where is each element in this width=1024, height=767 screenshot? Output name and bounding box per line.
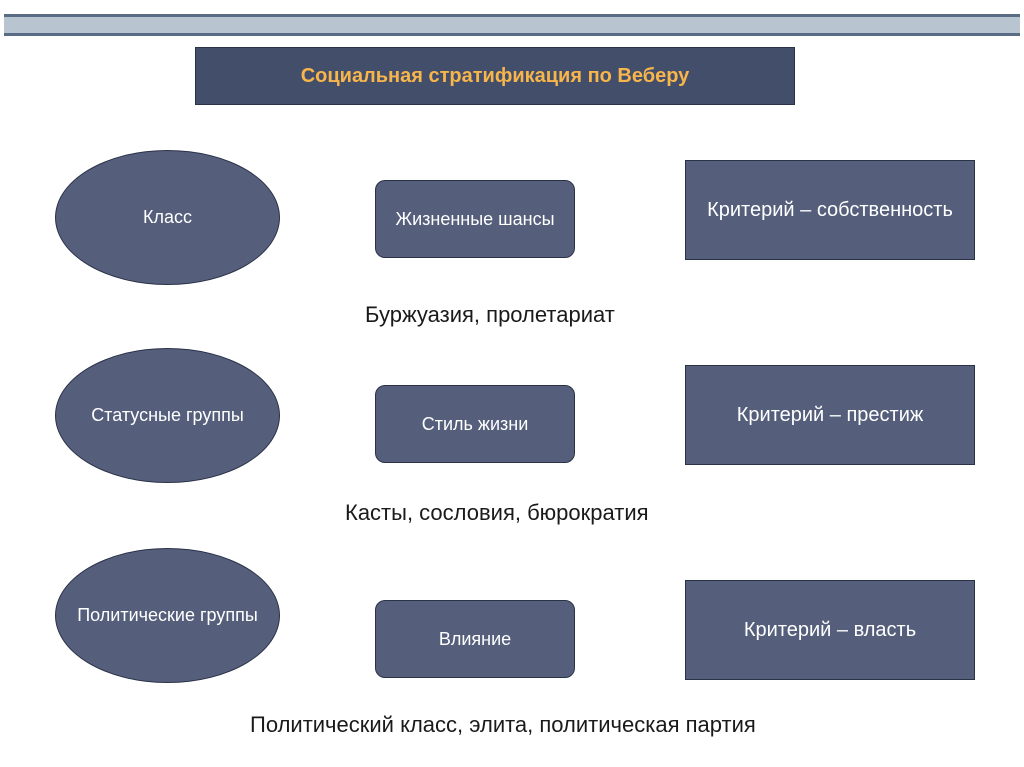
roundrect-label: Влияние bbox=[439, 629, 511, 650]
roundrect-label: Жизненные шансы bbox=[395, 209, 554, 230]
ellipse-label: Статусные группы bbox=[91, 405, 244, 426]
roundrect-influence: Влияние bbox=[375, 600, 575, 678]
title-box: Социальная стратификация по Веберу bbox=[195, 47, 795, 105]
roundrect-life-chances: Жизненные шансы bbox=[375, 180, 575, 258]
rect-label: Критерий – власть bbox=[744, 619, 916, 642]
rect-label: Критерий – престиж bbox=[737, 404, 924, 427]
roundrect-label: Стиль жизни bbox=[422, 414, 529, 435]
ellipse-label: Политические группы bbox=[77, 605, 258, 626]
ellipse-class: Класс bbox=[55, 150, 280, 285]
ellipse-political-groups: Политические группы bbox=[55, 548, 280, 683]
caption-row3: Политический класс, элита, политическая … bbox=[250, 712, 756, 738]
caption-row2: Касты, сословия, бюрократия bbox=[345, 500, 649, 526]
rect-criterion-power: Критерий – власть bbox=[685, 580, 975, 680]
ellipse-label: Класс bbox=[143, 207, 192, 228]
title-text: Социальная стратификация по Веберу bbox=[301, 65, 690, 88]
roundrect-lifestyle: Стиль жизни bbox=[375, 385, 575, 463]
ellipse-status-groups: Статусные группы bbox=[55, 348, 280, 483]
caption-row1: Буржуазия, пролетариат bbox=[365, 302, 615, 328]
rect-criterion-property: Критерий – собственность bbox=[685, 160, 975, 260]
rect-criterion-prestige: Критерий – престиж bbox=[685, 365, 975, 465]
decorative-stripe bbox=[4, 14, 1020, 36]
rect-label: Критерий – собственность bbox=[707, 199, 953, 222]
